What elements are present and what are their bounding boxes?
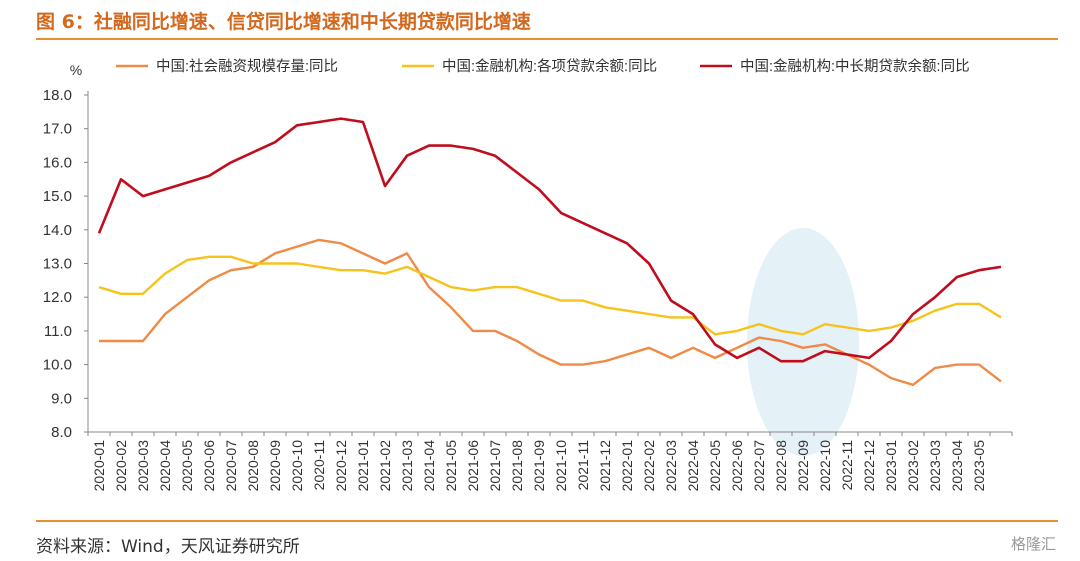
x-tick-label: 2023-02 xyxy=(905,440,921,492)
x-tick-label: 2020-06 xyxy=(201,440,217,492)
series-line-2 xyxy=(98,255,1002,336)
x-tick-label: 2020-09 xyxy=(267,440,283,492)
x-tick-label: 2022-04 xyxy=(685,440,701,492)
y-tick-label: 10.0 xyxy=(43,357,72,374)
legend-label-1: 中国:社会融资规模存量:同比 xyxy=(156,58,338,75)
x-tick-label: 2022-01 xyxy=(619,440,635,492)
x-tick-label: 2023-04 xyxy=(949,440,965,492)
x-tick-label: 2022-11 xyxy=(839,440,855,491)
source-note: 资料来源：Wind，天风证券研究所 xyxy=(36,537,300,557)
x-tick-label: 2021-03 xyxy=(399,440,415,492)
x-tick-label: 2021-01 xyxy=(355,440,371,492)
y-tick-label: 18.0 xyxy=(43,87,72,104)
highlight-ellipse xyxy=(747,228,859,456)
x-tick-label: 2021-09 xyxy=(531,440,547,492)
chart-title: 图 6：社融同比增速、信贷同比增速和中长期贷款同比增速 xyxy=(36,11,531,33)
series-line-1 xyxy=(99,238,1002,386)
y-tick-label: 9.0 xyxy=(51,390,72,407)
x-tick-label: 2020-07 xyxy=(223,440,239,492)
legend: 中国:社会融资规模存量:同比 中国:金融机构:各项贷款余额:同比 中国:金融机构:中… xyxy=(116,57,970,75)
x-tick-label: 2021-10 xyxy=(553,440,569,492)
x-tick-label: 2020-02 xyxy=(113,440,129,492)
x-tick-label: 2023-03 xyxy=(927,440,943,492)
y-tick-label: 12.0 xyxy=(43,289,72,306)
x-tick-label: 2022-07 xyxy=(751,440,767,492)
y-tick-label: 8.0 xyxy=(51,424,72,441)
x-tick-label: 2022-03 xyxy=(663,440,679,492)
x-tick-label: 2020-01 xyxy=(91,440,107,492)
x-tick-label: 2022-10 xyxy=(817,440,833,492)
legend-label-2: 中国:金融机构:各项贷款余额:同比 xyxy=(442,57,657,75)
x-tick-label: 2022-12 xyxy=(861,440,877,492)
x-tick-label: 2020-10 xyxy=(289,440,305,492)
x-tick-label: 2021-08 xyxy=(509,440,525,492)
axis-layer: 8.0 9.0 10.0 11.0 12.0 13.0 14.0 15.0 16.0 17.0 18… xyxy=(43,87,1013,492)
x-tick-label: 2021-06 xyxy=(465,440,481,492)
y-tick-label: 15.0 xyxy=(43,188,72,205)
x-tick-label: 2020-05 xyxy=(179,440,195,492)
x-tick-label: 2023-05 xyxy=(971,440,987,492)
x-tick-label: 2022-06 xyxy=(729,440,745,492)
x-tick-label: 2020-12 xyxy=(333,440,349,492)
y-tick-label: 11.0 xyxy=(44,323,72,340)
title-divider xyxy=(36,38,1058,40)
watermark-logo: 格隆汇 xyxy=(1010,535,1056,553)
series-layer xyxy=(97,117,1002,386)
y-tick-label: 14.0 xyxy=(43,222,72,239)
x-tick-label: 2021-05 xyxy=(443,440,459,492)
x-tick-label: 2021-02 xyxy=(377,440,393,492)
x-tick-label: 2022-05 xyxy=(707,440,723,492)
x-tick-label: 2022-09 xyxy=(795,440,811,492)
highlight-layer xyxy=(747,228,859,456)
y-tick-label: 17.0 xyxy=(43,121,72,138)
legend-label-3: 中国:金融机构:中长期贷款余额:同比 xyxy=(740,57,970,75)
y-axis-label: % xyxy=(70,62,82,78)
x-tick-label: 2022-02 xyxy=(641,440,657,492)
x-tick-label: 2021-07 xyxy=(487,440,503,492)
series-line-3 xyxy=(97,117,1002,363)
x-tick-label: 2020-03 xyxy=(135,440,151,492)
x-tick-label: 2020-11 xyxy=(311,440,327,491)
x-tick-label: 2023-01 xyxy=(883,440,899,492)
x-tick-label: 2020-08 xyxy=(245,440,261,492)
footer-divider xyxy=(36,520,1058,522)
x-tick-label: 2020-04 xyxy=(157,440,173,492)
x-tick-label: 2022-08 xyxy=(773,440,789,492)
x-tick-label: 2021-04 xyxy=(421,440,437,492)
x-tick-label: 2021-11 xyxy=(575,440,591,491)
y-tick-label: 13.0 xyxy=(43,256,72,273)
y-tick-label: 16.0 xyxy=(43,154,72,171)
x-tick-label: 2021-12 xyxy=(597,440,613,492)
